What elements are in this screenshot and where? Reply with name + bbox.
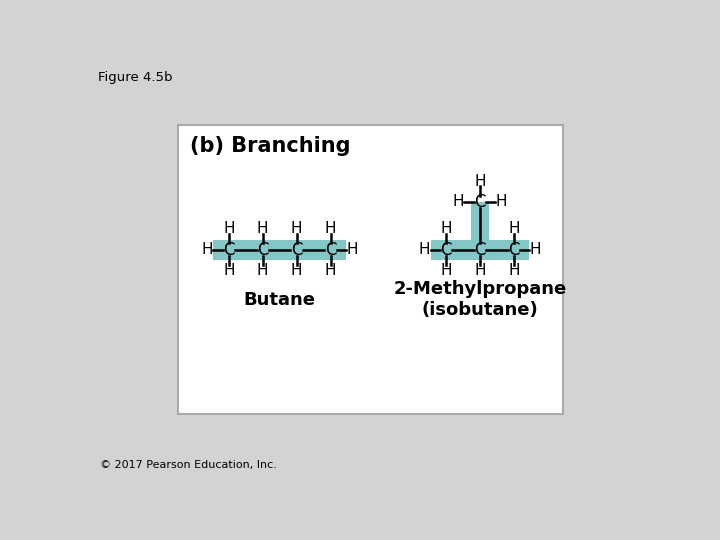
Text: H: H (453, 194, 464, 210)
FancyBboxPatch shape (178, 125, 563, 414)
Bar (213, 240, 346, 260)
Text: H: H (508, 221, 520, 237)
Text: H: H (495, 194, 507, 210)
Text: H: H (530, 242, 541, 257)
Text: H: H (223, 221, 235, 237)
Text: Butane: Butane (243, 291, 315, 309)
Text: H: H (474, 173, 485, 188)
Text: H: H (257, 263, 269, 278)
Text: C: C (291, 241, 302, 259)
Text: 2-Methylpropane
(isobutane): 2-Methylpropane (isobutane) (393, 280, 567, 319)
Text: H: H (474, 263, 485, 278)
Text: C: C (474, 241, 485, 259)
Text: H: H (440, 221, 451, 237)
Bar (471, 202, 489, 240)
Text: Figure 4.5b: Figure 4.5b (98, 71, 173, 84)
Text: C: C (223, 241, 235, 259)
Text: H: H (508, 263, 520, 278)
Text: H: H (202, 242, 213, 257)
Text: H: H (419, 242, 430, 257)
Text: (b) Branching: (b) Branching (189, 137, 350, 157)
Text: C: C (508, 241, 520, 259)
Text: C: C (474, 193, 485, 211)
Text: C: C (325, 241, 336, 259)
Text: H: H (223, 263, 235, 278)
Text: H: H (291, 221, 302, 237)
Text: © 2017 Pearson Education, Inc.: © 2017 Pearson Education, Inc. (99, 460, 276, 470)
Text: H: H (291, 263, 302, 278)
Text: H: H (325, 263, 336, 278)
Text: H: H (257, 221, 269, 237)
Bar (431, 240, 529, 260)
Text: C: C (257, 241, 269, 259)
Text: C: C (440, 241, 451, 259)
Text: H: H (440, 263, 451, 278)
Text: H: H (346, 242, 358, 257)
Text: H: H (325, 221, 336, 237)
